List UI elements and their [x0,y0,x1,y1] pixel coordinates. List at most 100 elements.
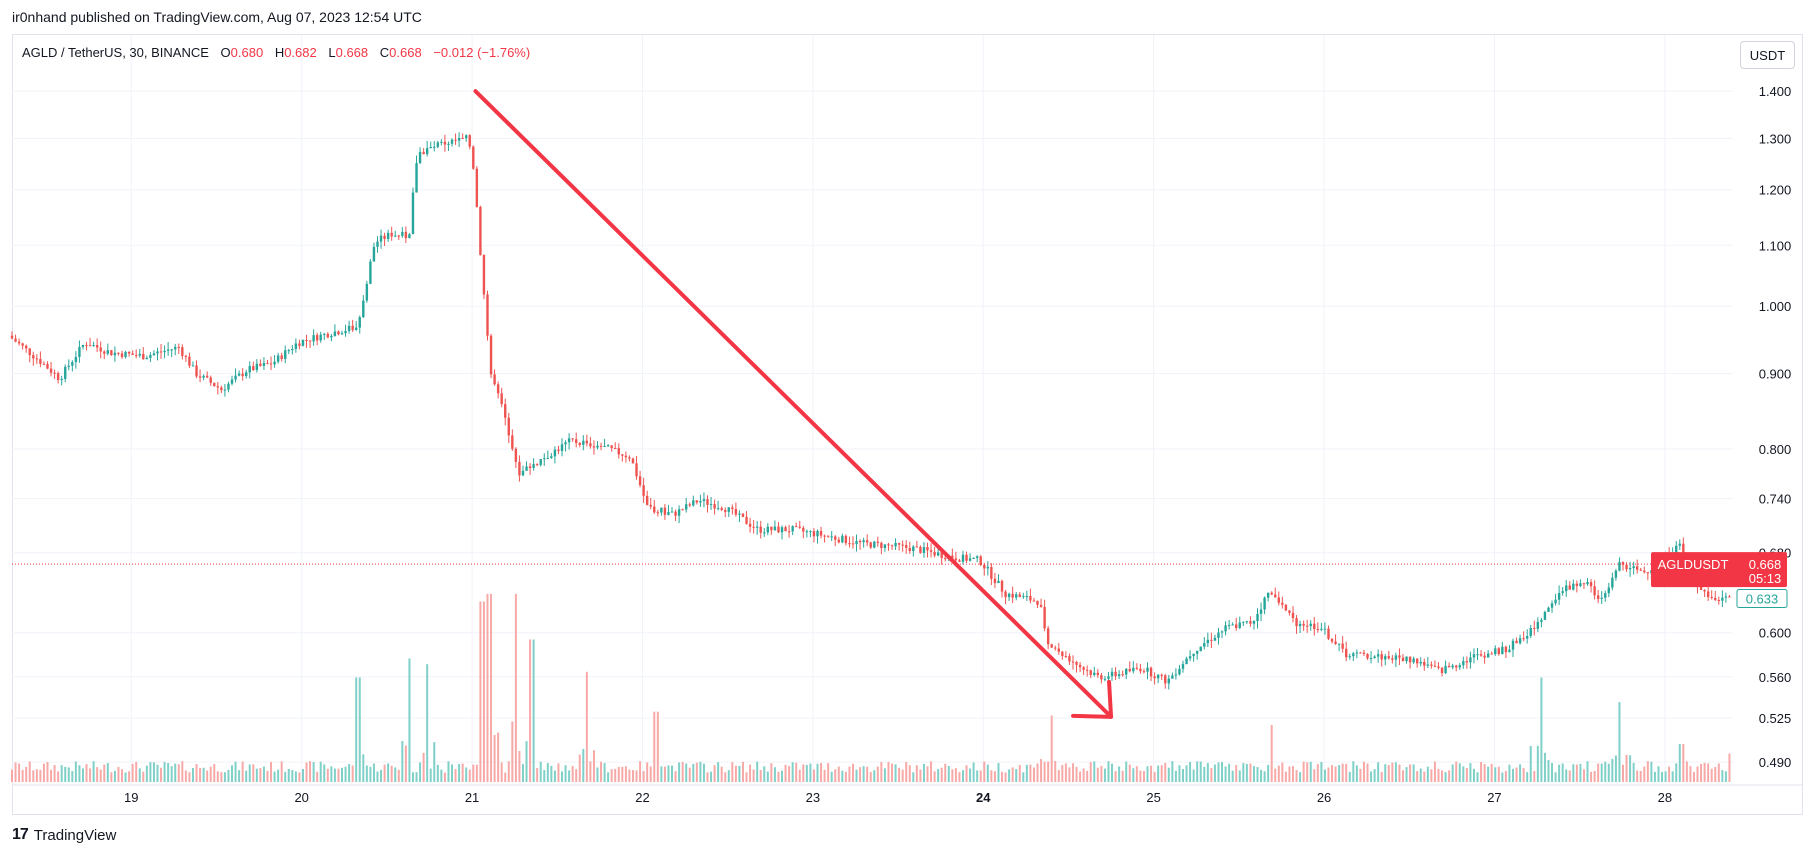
candle-body [475,168,479,207]
volume-bar [53,765,56,782]
volume-bar [1167,767,1170,782]
volume-bar [1089,762,1092,782]
candle-body [968,558,972,561]
chart-canvas[interactable]: 1.400 1.300 1.200 1.100 1.000 0.900 0.800 0.740… [0,0,1814,820]
volume-bar [1643,766,1646,782]
candle-body [1252,621,1256,624]
volume-bar [372,763,375,782]
volume-bar [1416,771,1419,782]
volume-bar [447,761,450,782]
volume-bar [25,766,28,782]
candle-body [610,445,613,449]
volume-bar [1561,763,1564,782]
candle-body [440,141,443,143]
candle-body [230,379,234,384]
candle-body [741,513,745,517]
candle-body [681,509,684,511]
candle-body [1440,667,1444,673]
volume-bar [933,771,936,782]
volume-bar [223,772,226,782]
candle-body [738,513,741,515]
volume-bar [635,770,638,782]
tradingview-logo[interactable]: 17 TradingView [12,826,116,844]
candle-body [922,547,926,553]
volume-bar [1568,770,1571,782]
candle-body [589,443,592,447]
volume-bar [983,761,986,782]
candle-body [1714,597,1717,601]
volume-bar [844,771,847,782]
volume-bar [1196,761,1199,782]
volume-bar [227,769,230,782]
currency-button[interactable]: USDT [1740,41,1795,69]
candle-body [1103,678,1107,680]
legend-low-label: L [328,45,336,60]
volume-bar [167,763,170,782]
candle-body [1334,641,1337,645]
candle-body [39,358,42,364]
candle-body [259,363,262,366]
candle-body [1415,658,1419,664]
candle-body [14,338,17,342]
volume-bar [1728,753,1731,782]
chart-frame [12,34,1803,815]
volume-bar [1075,766,1078,782]
candle-body [1469,657,1472,663]
candle-body [92,345,95,347]
candle-body [720,508,723,510]
candle-body [113,352,117,356]
candle-body [539,459,542,465]
volume-bar [990,770,993,782]
candle-body [880,542,883,549]
candle-body [844,535,848,544]
candle-body [472,146,475,169]
volume-bar [603,763,606,782]
candle-body [1185,658,1188,665]
candle-body [1586,582,1589,585]
candle-body [1146,667,1149,672]
candle-body [486,294,489,336]
volume-bar [1678,744,1681,782]
volume-bar [113,770,116,782]
legend-low-value: 0.668 [335,45,369,60]
candle-body [205,375,209,378]
candle-body [103,351,106,354]
volume-bar [57,771,60,782]
volume-bar [741,761,744,782]
candle-body [929,550,933,552]
volume-bar [1465,767,1468,782]
candle-body [1337,643,1341,645]
volume-bar [1462,766,1465,782]
volume-bar [1671,771,1674,782]
volume-bar [156,764,159,782]
candle-body [546,457,550,459]
candle-body [1426,664,1430,666]
publisher-line: ir0nhand published on TradingView.com, A… [12,9,422,25]
volume-bar [1345,763,1348,782]
volume-bar [901,769,904,782]
candle-body [1316,628,1320,630]
candle-body [1135,667,1139,669]
volume-bar [553,770,556,782]
candle-body [851,543,855,545]
volume-bar [1107,761,1110,782]
volume-bar [337,768,340,782]
volume-bar [443,772,446,782]
volume-bar [422,752,425,782]
legend-close-value: 0.668 [389,45,422,60]
candle-body [617,448,620,455]
volume-bar [1142,771,1145,782]
candle-body [333,331,337,336]
volume-bar [451,764,454,782]
candle-body [1366,653,1369,659]
candle-body [1284,604,1288,611]
candle-body [1699,585,1703,590]
volume-bar [309,761,312,782]
candle-body [46,363,49,369]
candle-body [926,547,929,551]
candle-body [1423,661,1426,666]
candle-body [1199,646,1202,651]
candle-body [1249,621,1252,624]
candle-body [997,580,1000,584]
volume-bar [1632,762,1635,782]
